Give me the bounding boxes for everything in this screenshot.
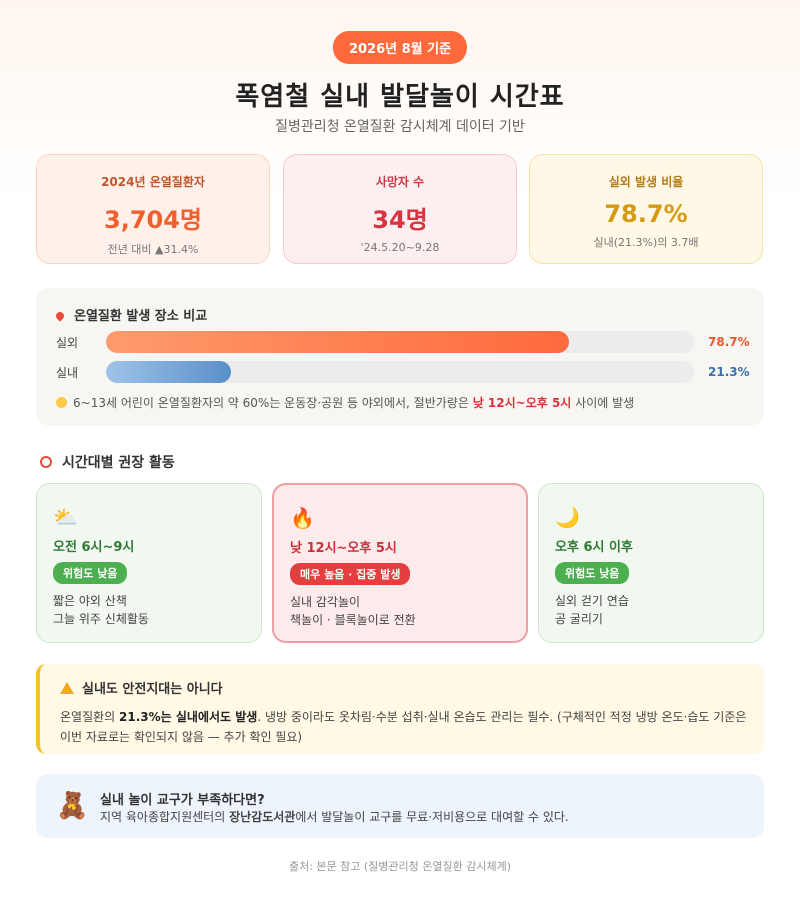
stat-sub: 실내(21.3%)의 3.7배 (593, 236, 699, 249)
date-badge: 2026년 8월 기준 (332, 31, 468, 64)
bar-fill-indoor (106, 361, 232, 383)
time-range: 오전 6시~9시 (53, 540, 135, 555)
activity-list: 실내 감각놀이 책놀이 · 블록놀이로 전환 (290, 595, 416, 627)
alarm-clock-icon (40, 456, 52, 468)
time-card-evening: 🌙 오후 6시 이후 위험도 낮음 실외 걷기 연습 공 굴리기 (538, 483, 764, 643)
toy-title: 실내 놀이 교구가 부족하다면? (100, 793, 265, 808)
toy-library-card: 🧸 실내 놀이 교구가 부족하다면? 지역 육아종합지원센터의 장난감도서관에서… (36, 774, 764, 838)
stat-sub: '24.5.20~9.28 (360, 241, 440, 254)
pin-icon (54, 310, 66, 322)
bar-percent: 78.7% (708, 335, 750, 349)
stat-card-deaths: 사망자 수 34명 '24.5.20~9.28 (283, 154, 517, 264)
bar-row-indoor: 실내 21.3% (56, 361, 756, 383)
stat-value: 34명 (372, 206, 428, 234)
time-card-morning: ⛅ 오전 6시~9시 위험도 낮음 짧은 야외 산책 그늘 위주 신체활동 (36, 483, 262, 643)
stat-label: 2024년 온열질환자 (101, 175, 205, 189)
page-subtitle: 질병관리청 온열질환 감시체계 데이터 기반 (275, 119, 525, 135)
indoor-warning-card: 실내도 안전지대는 아니다 온열질환의 21.3%는 실내에서도 발생. 냉방 … (36, 664, 764, 754)
bar-percent: 21.3% (708, 365, 750, 379)
bar-label: 실외 (56, 336, 79, 350)
fire-icon: 🔥 (290, 506, 315, 530)
stat-value: 78.7% (604, 200, 688, 228)
page-title: 폭염철 실내 발달놀이 시간표 (235, 82, 565, 112)
bar-row-outdoor: 실외 78.7% (56, 331, 756, 353)
location-note: 6~13세 어린이 온열질환자의 약 60%는 운동장·공원 등 야외에서, 절… (56, 394, 634, 411)
activity-list: 실외 걷기 연습 공 굴리기 (555, 594, 629, 626)
warning-title: 실내도 안전지대는 아니다 (60, 678, 764, 697)
teddy-bear-icon: 🧸 (56, 791, 89, 821)
schedule-section-title: 시간대별 권장 활동 (40, 452, 175, 472)
moon-icon: 🌙 (555, 505, 580, 529)
risk-badge: 매우 높음 · 집중 발생 (290, 563, 411, 585)
stat-sub: 전년 대비 ▲31.4% (107, 243, 199, 256)
bar-track (106, 331, 694, 353)
stat-value: 3,704명 (104, 206, 202, 234)
time-range: 낮 12시~오후 5시 (290, 541, 397, 556)
location-comparison-card: 온열질환 발생 장소 비교 실외 78.7% 실내 21.3% 6~13세 어린… (36, 288, 764, 426)
stat-card-outdoor-ratio: 실외 발생 비율 78.7% 실내(21.3%)의 3.7배 (529, 154, 763, 264)
warning-icon (60, 682, 74, 694)
bar-track (106, 361, 694, 383)
toy-body: 지역 육아종합지원센터의 장난감도서관에서 발달놀이 교구를 무료·저비용으로 … (100, 810, 569, 824)
bar-fill-outdoor (106, 331, 569, 353)
risk-badge: 위험도 낮음 (53, 562, 128, 584)
risk-badge: 위험도 낮음 (555, 562, 630, 584)
source-footer: 출처: 본문 참고 (질병관리청 온열질환 감시체계) (288, 860, 512, 873)
stat-label: 사망자 수 (375, 175, 425, 189)
warning-body: 온열질환의 21.3%는 실내에서도 발생. 냉방 중이라도 옷차림·수분 섭취… (60, 710, 747, 744)
bar-label: 실내 (56, 366, 79, 380)
stat-label: 실외 발생 비율 (608, 175, 684, 189)
sun-cloud-icon: ⛅ (53, 505, 78, 529)
activity-list: 짧은 야외 산책 그늘 위주 신체활동 (53, 594, 149, 626)
time-range: 오후 6시 이후 (555, 540, 633, 555)
time-card-afternoon: 🔥 낮 12시~오후 5시 매우 높음 · 집중 발생 실내 감각놀이 책놀이 … (272, 483, 528, 643)
stat-card-patients: 2024년 온열질환자 3,704명 전년 대비 ▲31.4% (36, 154, 270, 264)
location-title: 온열질환 발생 장소 비교 (54, 305, 207, 324)
child-face-icon (56, 397, 67, 408)
